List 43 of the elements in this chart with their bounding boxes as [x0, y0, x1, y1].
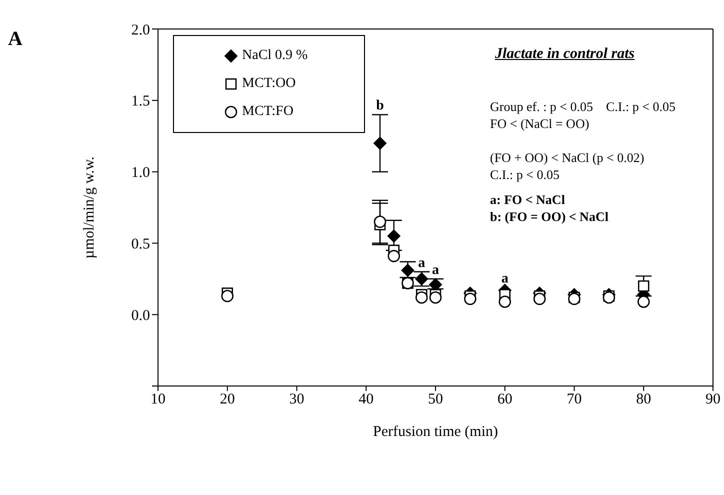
annotation: C.I.: p < 0.05: [490, 166, 560, 183]
y-axis-title: µmol/min/g w.w.: [81, 156, 98, 259]
point: [464, 292, 476, 306]
point: [374, 216, 386, 228]
x-tick-label: 70: [566, 392, 582, 408]
legend-label: NaCl 0.9 %: [242, 48, 308, 64]
annotation: (FO + OO) < NaCl (p < 0.02): [490, 149, 646, 166]
point: [388, 250, 400, 262]
y-tick-label: 1.0: [131, 165, 150, 182]
x-tick-label: 40: [358, 392, 374, 408]
legend-label: MCT:OO: [242, 76, 296, 92]
annotation: a: [418, 256, 426, 271]
legend-label: MCT:FO: [242, 104, 294, 120]
point: [221, 290, 234, 302]
y-tick-label: 0.5: [131, 236, 150, 253]
x-tick-label: 30: [289, 392, 304, 408]
x-tick-label: 90: [706, 392, 720, 408]
annotation: a: FO < NaCl: [490, 191, 566, 208]
annotation: b: (FO = OO) < NaCl: [490, 208, 610, 225]
annotation: FO < (NaCl = OO): [490, 115, 590, 132]
text: A: [8, 28, 22, 51]
annotation: b: [376, 98, 384, 114]
annotation: Group ef. : p < 0.05 C.I.: p < 0.05: [490, 98, 676, 115]
y-tick-label: 0.0: [131, 308, 150, 324]
point: [638, 280, 650, 292]
point: [374, 136, 386, 150]
point: [533, 292, 546, 306]
x-tick-label: 80: [636, 392, 652, 408]
x-tick-label: 60: [497, 392, 512, 408]
x-tick-label: 10: [150, 392, 166, 408]
point: [387, 230, 400, 243]
y-tick-label: 2.0: [131, 22, 150, 38]
point: [429, 291, 442, 304]
y-tick-label: 1.5: [131, 94, 150, 110]
point: [498, 296, 512, 308]
annotation: a: [501, 271, 508, 286]
x-axis-title: Perfusion time (min): [373, 424, 498, 440]
point: [637, 296, 650, 308]
x-tick-label: 50: [428, 392, 443, 408]
annotation: a: [432, 262, 439, 278]
x-tick-label: 20: [220, 392, 235, 408]
text: Jlactate in control rats: [495, 46, 635, 63]
point: [415, 291, 428, 304]
